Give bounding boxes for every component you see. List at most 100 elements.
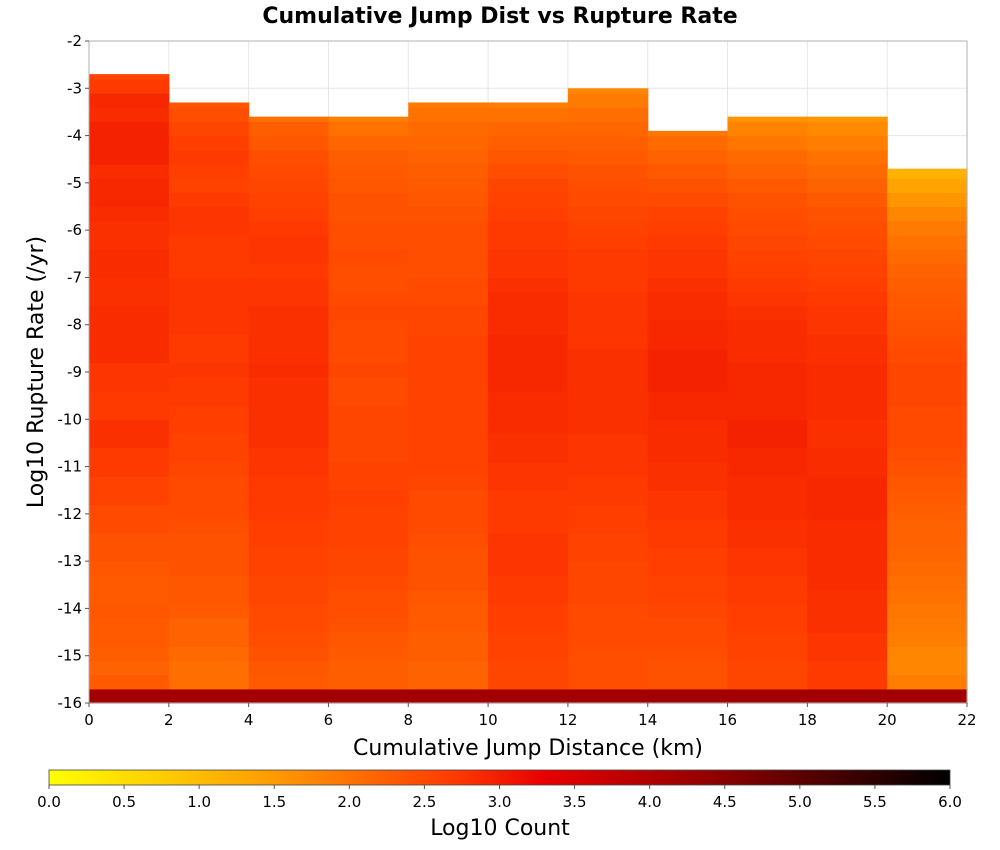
- x-tick-label: 10: [479, 711, 498, 729]
- heatmap-cell: [248, 376, 330, 392]
- heatmap-cell: [89, 121, 170, 137]
- heatmap-cell: [727, 490, 808, 505]
- heatmap-cell: [647, 589, 729, 605]
- heatmap-cell: [328, 178, 409, 193]
- heatmap-cell: [647, 405, 729, 420]
- heatmap-cell: [647, 504, 729, 520]
- heatmap-cell: [89, 476, 170, 491]
- heatmap-cell: [408, 390, 489, 406]
- heatmap-cell: [807, 390, 888, 406]
- heatmap-cell: [887, 362, 968, 378]
- y-tick-label: -11: [58, 458, 83, 476]
- colorbar-tick-label: 5.5: [863, 793, 887, 811]
- heatmap-cell: [887, 461, 968, 477]
- heatmap-cell: [328, 688, 409, 704]
- heatmap-cell: [567, 476, 649, 491]
- x-tick-label: 18: [798, 711, 817, 729]
- heatmap-cell: [328, 116, 409, 122]
- heatmap-cell: [408, 419, 489, 435]
- heatmap-cell: [727, 447, 808, 463]
- heatmap-cell: [89, 376, 170, 392]
- heatmap-cell: [89, 433, 170, 449]
- heatmap-cell: [168, 447, 250, 463]
- heatmap-cell: [567, 88, 649, 94]
- heatmap-cell: [408, 376, 489, 392]
- heatmap-cell: [887, 348, 968, 364]
- heatmap-cell: [567, 291, 649, 307]
- heatmap-cell: [328, 617, 409, 633]
- heatmap-cell: [168, 277, 250, 293]
- heatmap-cell: [807, 546, 888, 562]
- heatmap-cell: [727, 376, 808, 392]
- heatmap-cell: [567, 419, 649, 435]
- heatmap-cell: [408, 107, 489, 122]
- heatmap-cell: [89, 546, 170, 562]
- heatmap-cell: [89, 149, 170, 165]
- heatmap-cell: [488, 390, 569, 406]
- heatmap-cell: [248, 390, 330, 406]
- heatmap-cell: [807, 490, 888, 505]
- heatmap-cell: [168, 249, 250, 264]
- heatmap-cell: [408, 632, 489, 647]
- heatmap-cell: [248, 476, 330, 491]
- heatmap-cell: [647, 646, 729, 662]
- heatmap-cell: [89, 617, 170, 633]
- heatmap-cell: [807, 305, 888, 321]
- heatmap-cell: [408, 234, 489, 250]
- heatmap-cell: [248, 121, 330, 137]
- heatmap-cell: [328, 433, 409, 449]
- heatmap-cell: [727, 561, 808, 576]
- heatmap-cell: [248, 603, 330, 619]
- heatmap-cell: [887, 277, 968, 293]
- heatmap-cell: [89, 305, 170, 321]
- heatmap-cell: [488, 149, 569, 165]
- heatmap-cell: [567, 163, 649, 179]
- heatmap-cell: [727, 390, 808, 406]
- heatmap-cell: [89, 220, 170, 236]
- heatmap-cell: [567, 575, 649, 591]
- heatmap-cell: [89, 291, 170, 307]
- heatmap-cell: [807, 532, 888, 548]
- heatmap-cell: [807, 461, 888, 477]
- heatmap-cell: [248, 419, 330, 435]
- y-tick-label: -16: [58, 694, 83, 712]
- heatmap-cell: [567, 362, 649, 378]
- heatmap-cell: [807, 192, 888, 208]
- heatmap-cell: [168, 390, 250, 406]
- heatmap-cell: [248, 674, 330, 690]
- heatmap-cell: [89, 561, 170, 576]
- heatmap-cell: [168, 220, 250, 236]
- heatmap-cell: [807, 674, 888, 690]
- heatmap-cell: [328, 518, 409, 534]
- heatmap-cell: [887, 589, 968, 605]
- heatmap-cell: [488, 575, 569, 591]
- heatmap-cell: [408, 688, 489, 704]
- heatmap-cell: [408, 277, 489, 293]
- heatmap-cell: [807, 447, 888, 463]
- heatmap-cell: [89, 490, 170, 505]
- colorbar-tick-label: 3.5: [563, 793, 587, 811]
- heatmap-cell: [887, 688, 968, 704]
- heatmap-cell: [807, 362, 888, 378]
- heatmap-cell: [887, 433, 968, 449]
- heatmap-cell: [408, 192, 489, 208]
- x-tick-label: 16: [718, 711, 737, 729]
- heatmap-cell: [567, 532, 649, 548]
- heatmap-cell: [248, 461, 330, 477]
- heatmap-cell: [488, 334, 569, 349]
- heatmap-cell: [488, 405, 569, 420]
- heatmap-cell: [647, 390, 729, 406]
- heatmap-cell: [807, 632, 888, 647]
- heatmap-cell: [408, 433, 489, 449]
- heatmap-cell: [647, 130, 729, 137]
- heatmap-cell: [488, 476, 569, 491]
- heatmap-cell: [89, 263, 170, 279]
- heatmap-cell: [567, 433, 649, 449]
- heatmap-cell: [488, 305, 569, 321]
- heatmap-cell: [89, 107, 170, 122]
- heatmap-cell: [89, 178, 170, 193]
- heatmap-cell: [807, 617, 888, 633]
- heatmap-cell: [408, 178, 489, 193]
- heatmap-cell: [887, 390, 968, 406]
- heatmap-cell: [647, 362, 729, 378]
